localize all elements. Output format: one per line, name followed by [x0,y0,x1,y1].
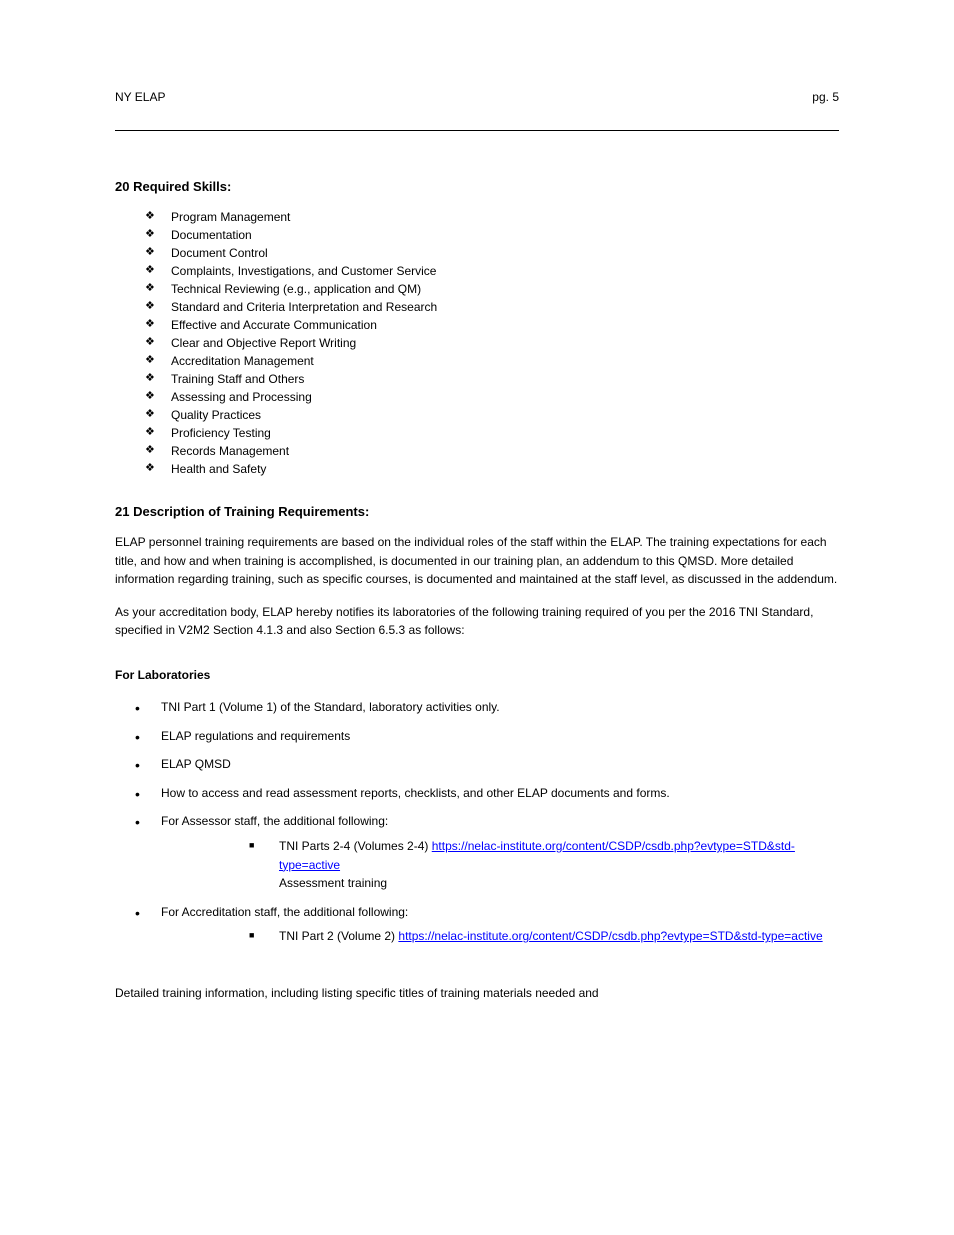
skill-item: Program Management [145,208,839,226]
document-page: NY ELAP pg. 5 20 Required Skills: Progra… [0,0,954,1063]
ab-staff-sublist: TNI Part 2 (Volume 2) https://nelac-inst… [249,927,839,946]
training-section-title: 21 Description of Training Requirements: [115,504,839,519]
skill-item: Technical Reviewing (e.g., application a… [145,280,839,298]
skill-item: Effective and Accurate Communication [145,316,839,334]
lab-item: ELAP regulations and requirements [135,727,839,746]
skill-item: Standard and Criteria Interpretation and… [145,298,839,316]
lab-item: TNI Part 1 (Volume 1) of the Standard, l… [135,698,839,717]
training-para-1: ELAP personnel training requirements are… [115,533,839,589]
trailer-paragraph: Detailed training information, including… [115,984,839,1003]
assessor-subitem: TNI Parts 2-4 (Volumes 2-4) https://nela… [249,837,839,893]
skill-item: Complaints, Investigations, and Customer… [145,262,839,280]
ab-staff-lead: For Accreditation staff, the additional … [161,905,408,919]
skill-item: Document Control [145,244,839,262]
ab-staff-item: For Accreditation staff, the additional … [135,903,839,946]
skills-section-title: 20 Required Skills: [115,179,839,194]
page-header: NY ELAP pg. 5 [115,90,839,104]
lab-item: How to access and read assessment report… [135,784,839,803]
skill-item: Records Management [145,442,839,460]
ab-staff-subitem: TNI Part 2 (Volume 2) https://nelac-inst… [249,927,839,946]
skill-item: Proficiency Testing [145,424,839,442]
laboratories-heading: For Laboratories [115,668,839,682]
assessor-sublist: TNI Parts 2-4 (Volumes 2-4) https://nela… [249,837,839,893]
required-skills-list: Program Management Documentation Documen… [145,208,839,478]
skill-item: Documentation [145,226,839,244]
assessor-trail-line: Assessment training [279,874,839,893]
skill-item: Training Staff and Others [145,370,839,388]
header-rule [115,130,839,131]
ab-staff-standards-link[interactable]: https://nelac-institute.org/content/CSDP… [398,929,822,943]
lab-item: ELAP QMSD [135,755,839,774]
assessor-staff-item: For Assessor staff, the additional follo… [135,812,839,892]
skill-item: Health and Safety [145,460,839,478]
assessor-lead: For Assessor staff, the additional follo… [161,814,388,828]
skill-item: Quality Practices [145,406,839,424]
skill-item: Accreditation Management [145,352,839,370]
skill-item: Clear and Objective Report Writing [145,334,839,352]
assessor-sub-lead: TNI Parts 2-4 (Volumes 2-4) [279,839,428,853]
laboratories-list: TNI Part 1 (Volume 1) of the Standard, l… [135,698,839,946]
skill-item: Assessing and Processing [145,388,839,406]
ab-staff-sub-lead: TNI Part 2 (Volume 2) [279,929,395,943]
training-para-2: As your accreditation body, ELAP hereby … [115,603,839,640]
header-org: NY ELAP [115,90,165,104]
header-page-number: pg. 5 [812,90,839,104]
